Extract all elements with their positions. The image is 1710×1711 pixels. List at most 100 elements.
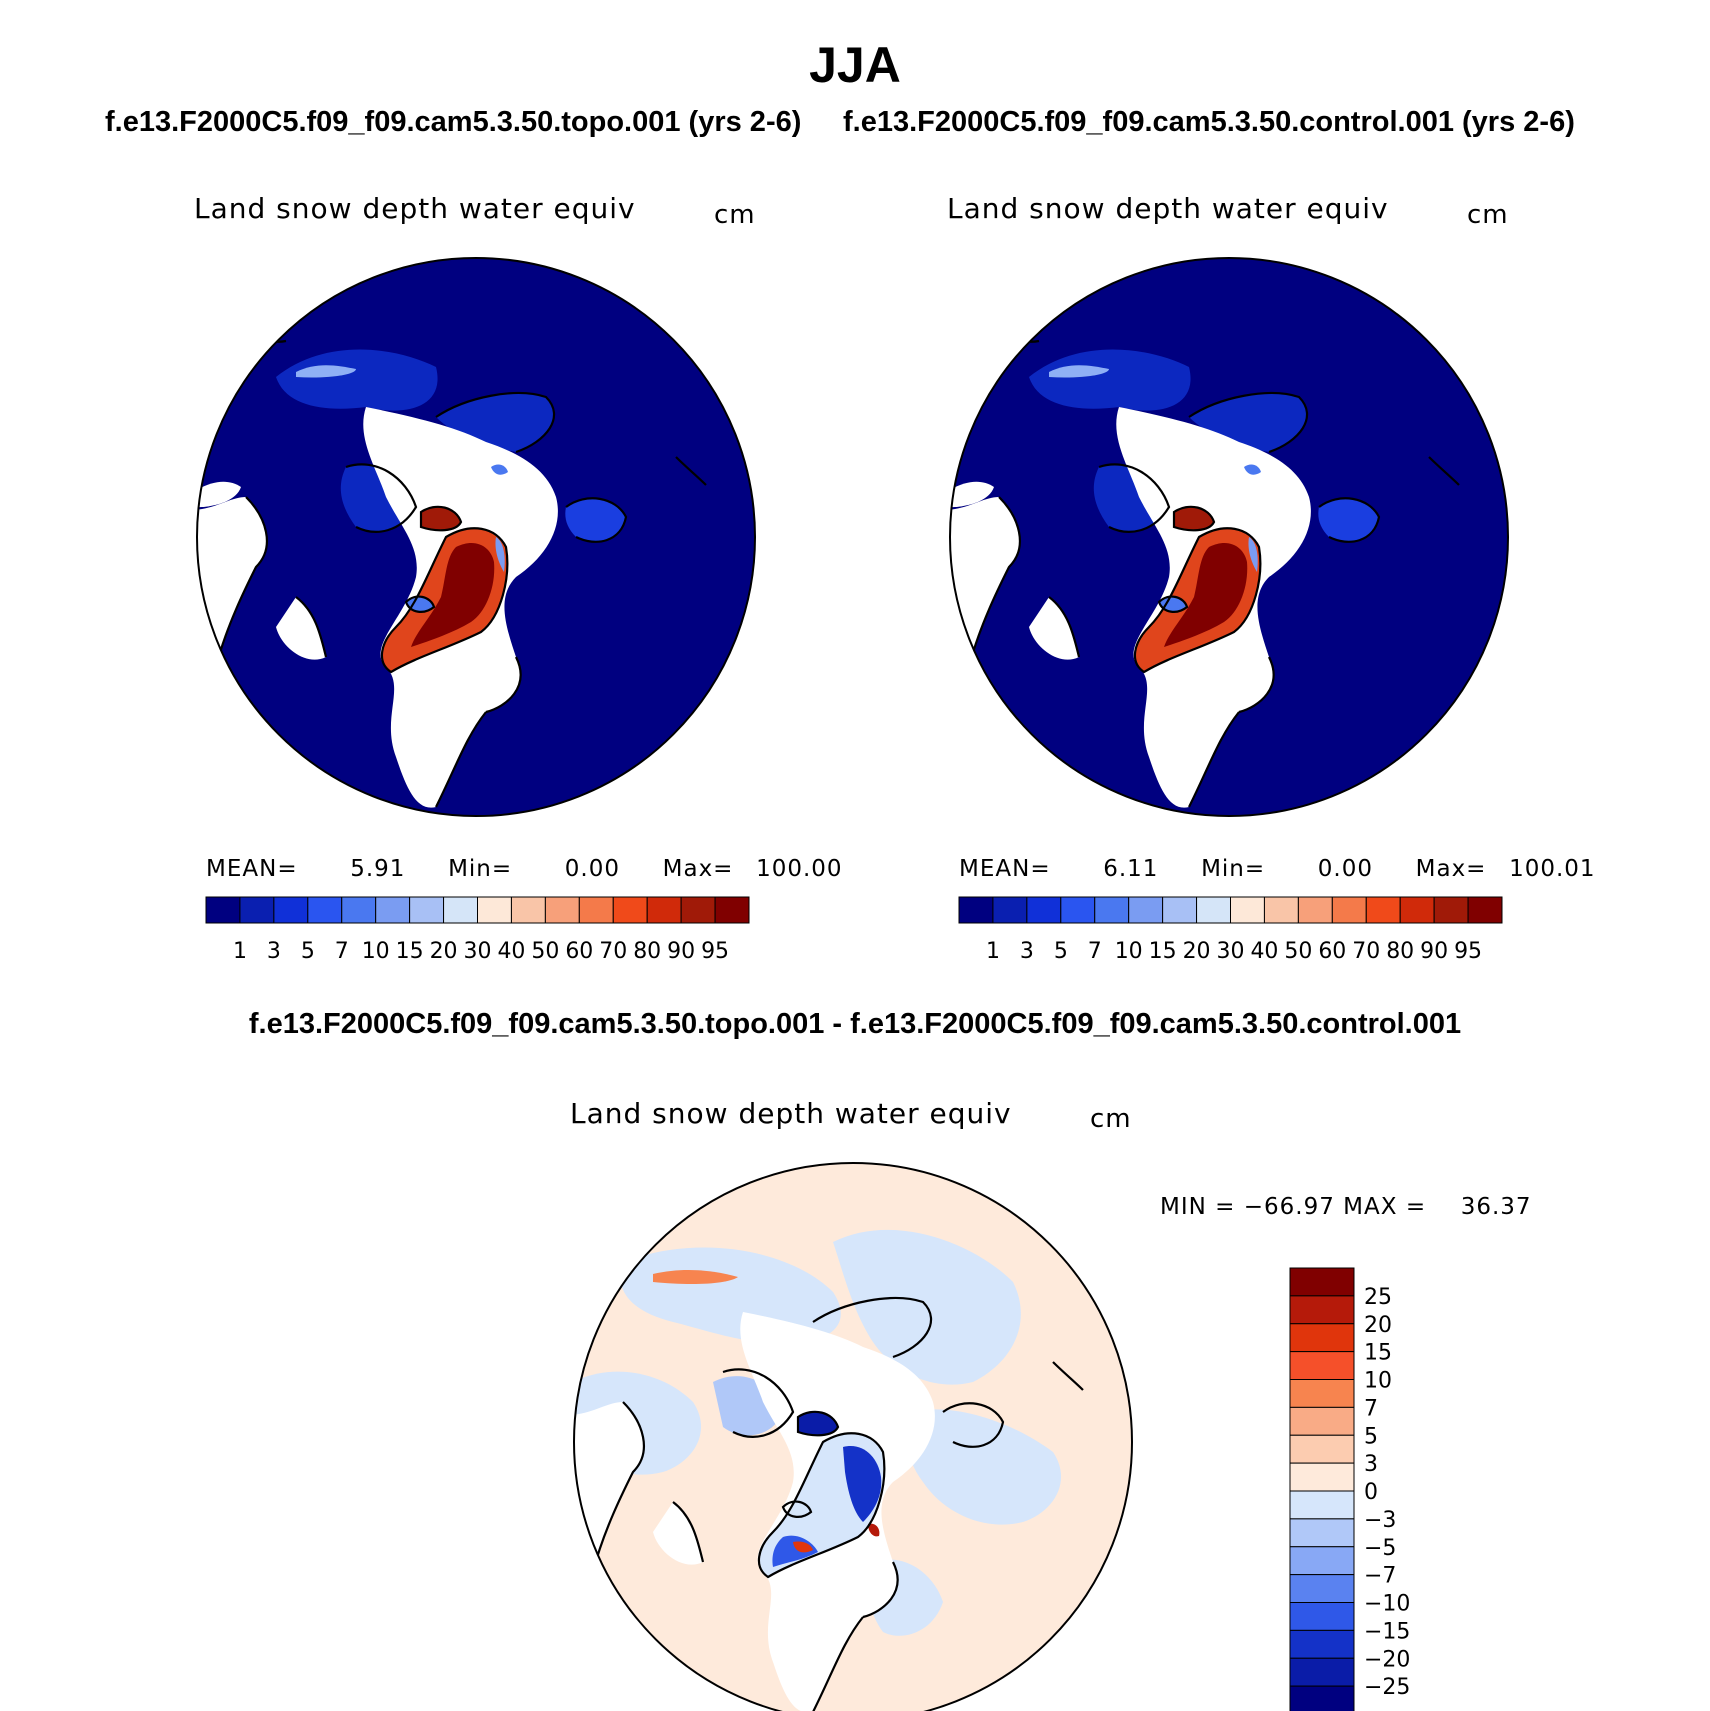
max-label: Max= bbox=[662, 856, 734, 882]
units-label-diff: cm bbox=[1090, 1104, 1132, 1134]
colorbar-swatch bbox=[341, 896, 377, 924]
colorbar-tick-label: 60 bbox=[565, 939, 593, 964]
colorbar-swatch bbox=[1331, 896, 1367, 924]
colorbar-tick-label: 90 bbox=[1420, 939, 1448, 964]
min-value: 0.00 bbox=[564, 856, 620, 882]
colorbar-swatch bbox=[1289, 1629, 1355, 1659]
colorbar-swatch bbox=[1365, 896, 1401, 924]
colorbar-swatch bbox=[612, 896, 648, 924]
colorbar-tick-label: 20 bbox=[1364, 1313, 1392, 1338]
colorbar-tick-label: 70 bbox=[1352, 939, 1380, 964]
colorbar-swatch bbox=[1289, 1406, 1355, 1436]
colorbar-tick-label: 60 bbox=[1318, 939, 1346, 964]
mean-label: MEAN= bbox=[206, 856, 298, 882]
variable-label-right: Land snow depth water equiv bbox=[947, 192, 1389, 225]
colorbar-swatch bbox=[443, 896, 478, 924]
colorbar-swatch bbox=[1433, 896, 1469, 924]
colorbar-tick-label: 40 bbox=[497, 939, 525, 964]
colorbar-tick-label: 3 bbox=[1020, 939, 1034, 964]
colorbar-swatch bbox=[510, 896, 546, 924]
colorbar-swatch bbox=[680, 896, 716, 924]
colorbar-tick-label: 1 bbox=[986, 939, 1000, 964]
colorbar-tick-label: 10 bbox=[1115, 939, 1143, 964]
min-value: −66.97 bbox=[1243, 1194, 1335, 1220]
colorbar-tick-label: 7 bbox=[335, 939, 349, 964]
colorbar-tick-label: 15 bbox=[396, 939, 424, 964]
colorbar-swatch bbox=[1026, 896, 1062, 924]
max-label: MAX = bbox=[1343, 1194, 1427, 1220]
colorbar-tick-label: 10 bbox=[362, 939, 390, 964]
colorbar-swatch bbox=[1230, 896, 1265, 924]
colorbar-swatch bbox=[714, 896, 750, 924]
colorbar-swatch bbox=[1297, 896, 1333, 924]
colorbar-tick-label: −20 bbox=[1364, 1647, 1410, 1672]
colorbar-tick-label: 7 bbox=[1088, 939, 1102, 964]
colorbar-tick-label: 90 bbox=[667, 939, 695, 964]
colorbar-swatch bbox=[1289, 1518, 1355, 1548]
stats-left: MEAN= 5.91 Min= 0.00 Max= 100.00 bbox=[206, 856, 843, 882]
colorbar-swatch bbox=[1289, 1351, 1355, 1380]
colorbar-swatch bbox=[1399, 896, 1435, 924]
mean-value: 5.91 bbox=[350, 856, 406, 882]
colorbar-swatch bbox=[273, 896, 309, 924]
mean-label: MEAN= bbox=[959, 856, 1051, 882]
variable-label-left: Land snow depth water equiv bbox=[194, 192, 636, 225]
colorbar-tick-label: −15 bbox=[1364, 1619, 1410, 1644]
colorbar-swatch bbox=[1289, 1295, 1355, 1325]
max-value: 36.37 bbox=[1460, 1194, 1532, 1220]
colorbar-swatch bbox=[1467, 896, 1503, 924]
colorbar-tick-label: −5 bbox=[1364, 1536, 1396, 1561]
colorbar-tick-label: 7 bbox=[1364, 1396, 1378, 1421]
colorbar-swatch bbox=[1289, 1462, 1355, 1492]
colorbar-tick-label: 95 bbox=[1454, 939, 1482, 964]
case-title-right: f.e13.F2000C5.f09_f09.cam5.3.50.control.… bbox=[843, 106, 1575, 138]
colorbar-tick-label: 20 bbox=[430, 939, 458, 964]
colorbar-swatch bbox=[1289, 1379, 1355, 1408]
max-label: Max= bbox=[1415, 856, 1487, 882]
min-label: Min= bbox=[448, 856, 513, 882]
colorbar-swatch bbox=[477, 896, 512, 924]
colorbar-swatch bbox=[1289, 1434, 1355, 1464]
colorbar-tick-label: 40 bbox=[1250, 939, 1278, 964]
stats-right: MEAN= 6.11 Min= 0.00 Max= 100.01 bbox=[959, 856, 1596, 882]
colorbar-swatch bbox=[1289, 1574, 1355, 1603]
colorbar-tick-label: 50 bbox=[1284, 939, 1312, 964]
colorbar-tick-label: 5 bbox=[1054, 939, 1068, 964]
colorbar-tick-label: 30 bbox=[1217, 939, 1245, 964]
colorbar-swatch bbox=[1094, 896, 1130, 924]
case-title-diff: f.e13.F2000C5.f09_f09.cam5.3.50.topo.001… bbox=[248, 1008, 1462, 1040]
colorbar-swatch bbox=[307, 896, 343, 924]
colorbar-swatch bbox=[1289, 1685, 1355, 1711]
colorbar-tick-label: −7 bbox=[1364, 1564, 1396, 1589]
colorbar-tick-label: 15 bbox=[1149, 939, 1177, 964]
colorbar-swatch bbox=[646, 896, 682, 924]
colorbar-tick-label: 25 bbox=[1364, 1285, 1392, 1310]
colorbar-tick-label: 30 bbox=[464, 939, 492, 964]
colorbar-tick-label: 5 bbox=[1364, 1424, 1378, 1449]
colorbar-right: 1 3 5 7 10 15 20 30 40 50 60 70 80 90 95 bbox=[958, 896, 1503, 964]
colorbar-tick-label: 15 bbox=[1364, 1341, 1392, 1366]
colorbar-diff: 25 20 15 107 5 3 0 −3 −5 −7 −10−15 −20 −25 bbox=[1289, 1267, 1410, 1711]
colorbar-swatch bbox=[1196, 896, 1231, 924]
colorbar-tick-label: 80 bbox=[1386, 939, 1414, 964]
colorbar-tick-label: 80 bbox=[633, 939, 661, 964]
min-value: 0.00 bbox=[1317, 856, 1373, 882]
max-value: 100.01 bbox=[1509, 856, 1596, 882]
variable-label-diff: Land snow depth water equiv bbox=[570, 1097, 1012, 1130]
mean-value: 6.11 bbox=[1103, 856, 1159, 882]
colorbar-tick-label: 1 bbox=[233, 939, 247, 964]
colorbar-swatch bbox=[578, 896, 614, 924]
colorbar-swatch bbox=[1289, 1602, 1355, 1631]
colorbar-tick-label: 5 bbox=[301, 939, 315, 964]
colorbar-tick-label: 10 bbox=[1364, 1369, 1392, 1394]
units-label-left: cm bbox=[714, 200, 756, 230]
map-right bbox=[949, 257, 1509, 817]
figure-title: JJA bbox=[809, 37, 901, 93]
colorbar-swatch bbox=[958, 896, 994, 924]
colorbar-swatch bbox=[409, 896, 445, 924]
max-value: 100.00 bbox=[756, 856, 843, 882]
colorbar-left: 1 3 5 7 10 15 20 30 40 50 60 70 80 90 95 bbox=[205, 896, 750, 964]
case-title-left: f.e13.F2000C5.f09_f09.cam5.3.50.topo.001… bbox=[105, 106, 802, 138]
min-label: Min= bbox=[1201, 856, 1266, 882]
